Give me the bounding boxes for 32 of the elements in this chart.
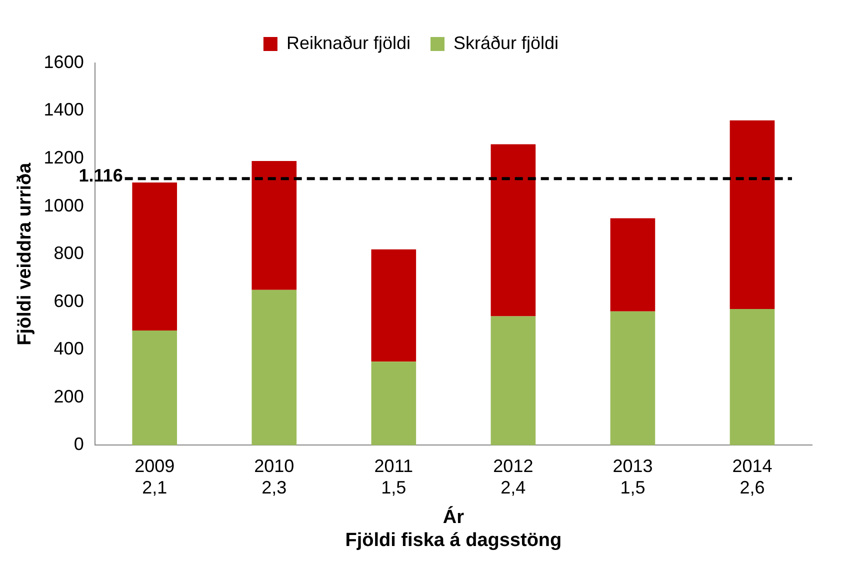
x-tick-label: 2010 2,3 [254,456,294,498]
bar [371,362,416,446]
bar [490,316,536,446]
bar [132,182,178,331]
bar [490,144,536,316]
y-tick-label: 800 [54,243,84,264]
x-tick-label: 2014 2,6 [732,456,772,498]
bar [730,120,775,310]
bar [730,309,775,446]
y-tick-label: 0 [74,434,84,454]
bar [252,160,297,290]
x-tick-label: 2013 1,5 [612,456,653,498]
y-tick-label: 1200 [44,148,84,168]
x-tick-label: 2011 1,5 [374,456,414,498]
x-axis-title: Ár Fjöldi fiska á dagsstöng [345,506,562,551]
ref-line-label: 1.116 [78,166,123,186]
x-tick-label: 2012 2,4 [493,456,534,498]
y-tick-label: 1000 [44,195,84,216]
y-tick-label: 1600 [44,52,84,72]
legend-label: Skráður fjöldi [454,32,559,53]
x-tick-label: 2009 2,1 [134,456,175,498]
legend-label: Reiknaður fjöldi [286,32,411,53]
y-tick-label: 200 [54,386,84,406]
bar [252,290,297,446]
bar [132,330,178,446]
y-tick-label: 1400 [44,100,84,120]
y-axis-title: Fjöldi veiddra urriða [14,162,36,346]
bar [610,311,656,446]
y-tick-label: 600 [54,290,84,311]
bar [371,249,416,362]
y-tick-label: 400 [54,338,84,359]
bar [610,218,656,312]
